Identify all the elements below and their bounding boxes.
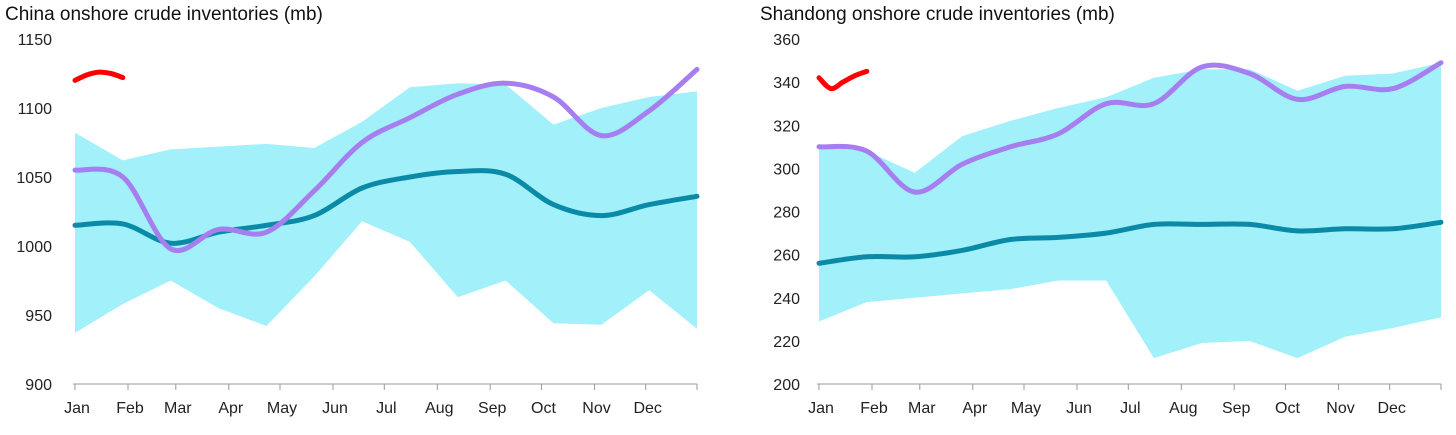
y-tick-label: 260: [773, 248, 800, 265]
series-line-average: [72, 168, 700, 246]
x-tick-label: Mar: [164, 400, 192, 417]
y-tick-label: 220: [773, 334, 800, 351]
x-tick-label: Oct: [1275, 400, 1300, 417]
chart-title: Shandong onshore crude inventories (mb): [760, 4, 1115, 25]
x-tick-label: Jun: [322, 400, 348, 417]
series-line-current-year: [816, 68, 870, 92]
y-tick-label: 280: [773, 205, 800, 222]
x-tick-label: Feb: [116, 400, 144, 417]
series-line-current-year: [72, 69, 126, 83]
y-tick-label: 950: [25, 308, 52, 325]
y-tick-label: 300: [773, 161, 800, 178]
range-band: [819, 62, 1441, 359]
y-tick-label: 1050: [16, 170, 52, 187]
y-tick-label: 240: [773, 291, 800, 308]
series-line-average: [816, 219, 1444, 266]
y-tick-label: 1000: [16, 239, 52, 256]
x-tick-label: Jan: [64, 400, 90, 417]
x-tick-label: Nov: [582, 400, 610, 417]
x-tick-label: Feb: [860, 400, 888, 417]
x-tick-label: Aug: [1169, 400, 1197, 417]
series-line-last-year: [72, 66, 700, 254]
x-tick-label: Mar: [908, 400, 936, 417]
y-tick-label: 1100: [18, 101, 53, 118]
y-tick-label: 1150: [18, 32, 53, 49]
x-tick-label: Nov: [1326, 400, 1354, 417]
x-tick-label: Jul: [376, 400, 396, 417]
x-tick-label: Dec: [1377, 400, 1405, 417]
range-band: [75, 83, 697, 333]
y-tick-label: 320: [773, 118, 800, 135]
series-line-last-year: [816, 60, 1444, 195]
x-tick-label: May: [1011, 400, 1041, 417]
x-tick-label: Sep: [478, 400, 507, 417]
x-tick-label: Dec: [633, 400, 661, 417]
x-tick-label: Sep: [1222, 400, 1251, 417]
y-tick-label: 340: [773, 75, 800, 92]
x-tick-label: Jul: [1120, 400, 1140, 417]
x-tick-label: Apr: [218, 400, 244, 417]
x-tick-label: May: [267, 400, 297, 417]
chart-title: China onshore crude inventories (mb): [5, 4, 323, 25]
y-tick-label: 900: [25, 377, 52, 394]
x-tick-label: Aug: [425, 400, 453, 417]
x-tick-label: Jan: [808, 400, 834, 417]
china-chart: China onshore crude inventories (mb) 900…: [5, 4, 700, 417]
x-tick-label: Oct: [531, 400, 556, 417]
y-tick-label: 360: [773, 32, 800, 49]
y-tick-label: 200: [773, 377, 800, 394]
x-tick-label: Jun: [1066, 400, 1092, 417]
x-tick-label: Apr: [962, 400, 988, 417]
shandong-chart: Shandong onshore crude inventories (mb) …: [760, 4, 1444, 417]
